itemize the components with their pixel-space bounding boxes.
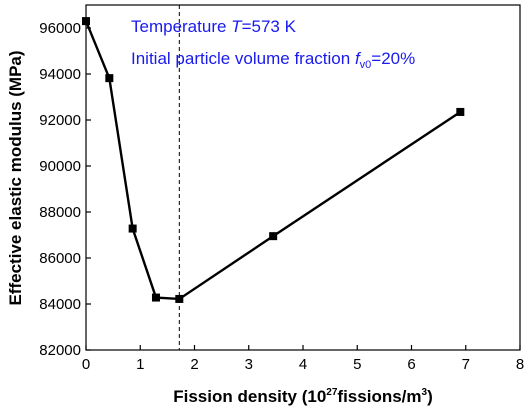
x-axis-title: Fission density (1027fissions/m3) bbox=[173, 387, 433, 406]
y-axis-title: Effective elastic modulus (MPa) bbox=[6, 50, 25, 305]
y-tick-label: 86000 bbox=[39, 250, 81, 267]
x-axis-title-sup: 27 bbox=[326, 387, 338, 398]
data-point bbox=[269, 232, 278, 241]
y-tick-label: 96000 bbox=[39, 20, 81, 37]
x-tick-label: 2 bbox=[190, 356, 198, 373]
x-tick-label: 8 bbox=[516, 356, 524, 373]
x-axis: 0 1 2 3 4 5 6 7 8 bbox=[82, 345, 524, 373]
y-tick-label: 82000 bbox=[39, 342, 81, 359]
data-point bbox=[82, 17, 90, 26]
x-axis-title-prefix: Fission density (10 bbox=[173, 387, 326, 406]
annotation-temperature-var: T bbox=[231, 17, 243, 36]
data-point bbox=[456, 107, 465, 116]
x-tick-label: 3 bbox=[245, 356, 253, 373]
data-point bbox=[151, 293, 160, 302]
annotation-volume-fraction: Initial particle volume fraction fv0=20% bbox=[131, 49, 415, 71]
x-tick-label: 0 bbox=[82, 356, 90, 373]
x-tick-label: 6 bbox=[407, 356, 415, 373]
y-tick-label: 84000 bbox=[39, 296, 81, 313]
annotation-volume-fraction-sub: v0 bbox=[360, 59, 372, 71]
annotation-volume-fraction-var: f bbox=[355, 49, 362, 68]
x-axis-title-sup2: 3 bbox=[422, 387, 428, 398]
annotation-volume-fraction-value: =20% bbox=[371, 49, 415, 68]
y-tick-label: 94000 bbox=[39, 66, 81, 83]
x-tick-label: 7 bbox=[462, 356, 470, 373]
y-tick-label: 88000 bbox=[39, 204, 81, 221]
x-tick-label: 4 bbox=[299, 356, 307, 373]
data-point bbox=[128, 224, 137, 233]
x-tick-label: 1 bbox=[136, 356, 144, 373]
data-point bbox=[105, 74, 114, 83]
annotation-volume-fraction-label: Initial particle volume fraction bbox=[131, 49, 355, 68]
y-axis: 82000 84000 86000 88000 90000 92000 94000 96000 bbox=[39, 20, 91, 359]
annotation-temperature-value: =573 K bbox=[242, 17, 297, 36]
annotation-temperature: Temperature T=573 K bbox=[131, 17, 297, 36]
y-tick-label: 92000 bbox=[39, 112, 81, 129]
y-tick-label: 90000 bbox=[39, 158, 81, 175]
series-markers bbox=[82, 17, 465, 303]
x-tick-label: 5 bbox=[353, 356, 361, 373]
x-axis-title-mid: fissions/m bbox=[337, 387, 421, 406]
x-axis-title-suffix: ) bbox=[427, 387, 433, 406]
data-point bbox=[175, 294, 184, 303]
annotation-temperature-label: Temperature bbox=[131, 17, 231, 36]
